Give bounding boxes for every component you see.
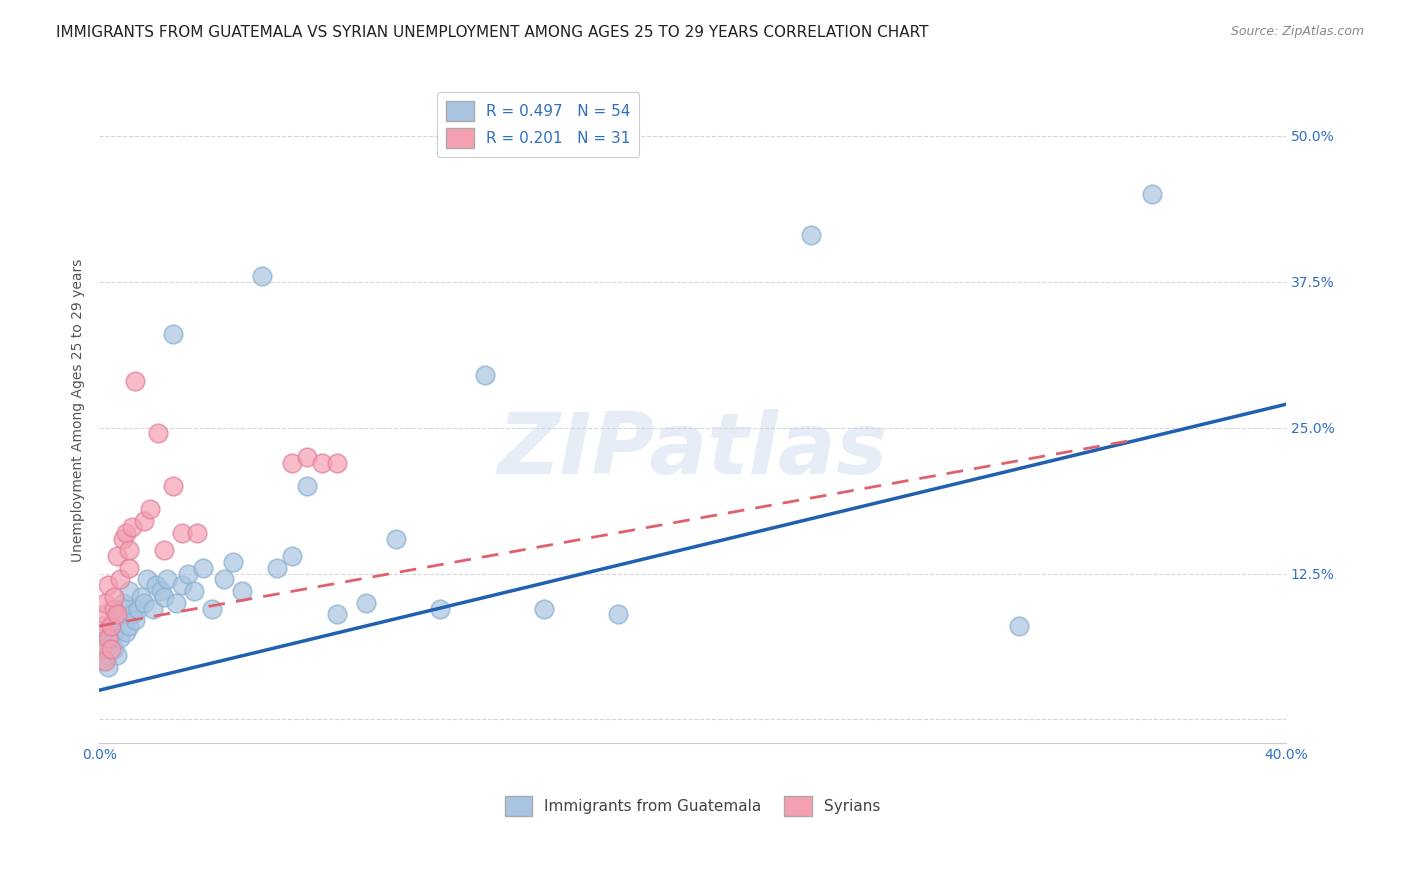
Point [183,584,205,599]
Point [172,525,194,540]
Point [97,648,120,663]
Point [141,601,163,615]
Point [108,573,131,587]
Point [150,584,173,599]
Point [607,607,630,622]
Point [1142,187,1164,202]
Point [91,654,114,668]
Point [201,601,224,615]
Point [94,607,117,622]
Point [108,631,131,645]
Point [1008,619,1031,633]
Point [91,619,114,633]
Point [118,560,141,574]
Point [191,560,214,574]
Point [311,456,333,470]
Point [212,573,235,587]
Point [172,578,194,592]
Legend: Immigrants from Guatemala, Syrians: Immigrants from Guatemala, Syrians [499,790,887,822]
Point [118,543,141,558]
Point [474,368,496,383]
Text: Source: ZipAtlas.com: Source: ZipAtlas.com [1230,25,1364,38]
Point [266,560,288,574]
Point [118,584,141,599]
Point [132,596,155,610]
Point [97,631,120,645]
Point [281,549,304,563]
Point [138,502,160,516]
Point [114,624,136,639]
Point [94,596,117,610]
Point [281,456,304,470]
Point [121,520,143,534]
Point [429,601,451,615]
Point [97,631,120,645]
Point [325,607,347,622]
Point [100,619,122,633]
Point [94,654,117,668]
Point [162,327,184,342]
Point [105,607,128,622]
Point [132,514,155,528]
Point [91,642,114,657]
Point [97,578,120,592]
Point [153,590,176,604]
Point [94,624,117,639]
Point [129,590,152,604]
Point [177,566,200,581]
Point [111,601,134,615]
Point [325,456,347,470]
Point [127,601,149,615]
Point [103,601,125,615]
Point [103,624,125,639]
Point [97,660,120,674]
Point [252,268,274,283]
Point [385,532,408,546]
Point [105,607,128,622]
Point [186,525,208,540]
Point [156,573,179,587]
Point [148,426,170,441]
Point [103,613,125,627]
Point [94,642,117,657]
Point [105,549,128,563]
Point [105,648,128,663]
Point [221,555,243,569]
Point [295,479,318,493]
Point [100,636,122,650]
Point [118,619,141,633]
Point [103,590,125,604]
Y-axis label: Unemployment Among Ages 25 to 29 years: Unemployment Among Ages 25 to 29 years [72,259,86,562]
Point [111,532,134,546]
Text: IMMIGRANTS FROM GUATEMALA VS SYRIAN UNEMPLOYMENT AMONG AGES 25 TO 29 YEARS CORRE: IMMIGRANTS FROM GUATEMALA VS SYRIAN UNEM… [56,25,929,40]
Point [800,227,823,242]
Point [114,525,136,540]
Point [100,642,122,657]
Point [100,619,122,633]
Point [153,543,176,558]
Point [145,578,167,592]
Point [124,613,146,627]
Point [121,607,143,622]
Text: ZIPatlas: ZIPatlas [498,409,887,491]
Point [111,596,134,610]
Point [103,642,125,657]
Point [124,374,146,388]
Point [135,573,157,587]
Point [162,479,184,493]
Point [231,584,253,599]
Point [354,596,377,610]
Point [165,596,187,610]
Point [295,450,318,464]
Point [533,601,555,615]
